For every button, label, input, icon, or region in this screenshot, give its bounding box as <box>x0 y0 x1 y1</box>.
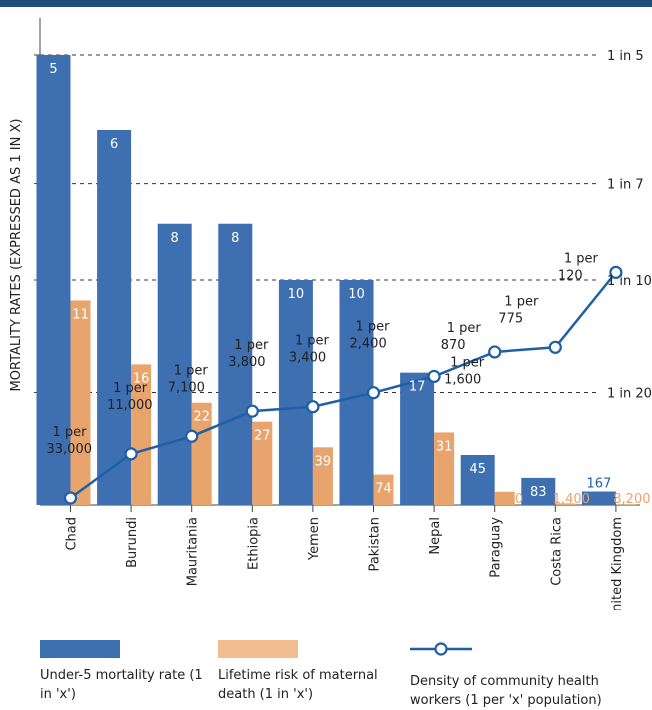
line-label-line1: 1 per <box>113 381 148 396</box>
line-label-line1: 1 per <box>447 321 482 336</box>
line-label-line2: 775 <box>498 311 523 326</box>
line-label-line1: 1 per <box>295 334 330 349</box>
bar-label-under5: 10 <box>288 287 305 302</box>
bar-label-maternal: 1,400 <box>553 492 590 507</box>
legend-swatch-under5 <box>40 640 120 658</box>
x-tick-label: Burundi <box>125 517 140 568</box>
bar-maternal <box>71 300 91 505</box>
right-axis-tick-label: 1 in 7 <box>607 178 644 193</box>
legend-label-under5: Under-5 mortality rate (1 in 'x') <box>40 666 210 704</box>
bar-label-under5: 17 <box>409 380 426 395</box>
line-label-line2: 3,400 <box>289 351 326 366</box>
bar-label-under5: 6 <box>110 137 118 152</box>
bar-under5 <box>279 280 313 505</box>
x-tick-label: Paraguay <box>489 517 504 578</box>
bar-label-maternal: 22 <box>193 410 210 425</box>
line-label-line1: 1 per <box>356 320 391 335</box>
legend-maternal: Lifetime risk of maternal death (1 in 'x… <box>218 640 388 704</box>
bar-label-maternal: 31 <box>436 439 453 454</box>
bar-label-under5: 8 <box>171 231 179 246</box>
bar-under5 <box>97 130 131 505</box>
y-axis-label: MORTALITY RATES (EXPRESSED AS 1 IN X) <box>9 119 24 392</box>
line-label-line2: 1,600 <box>444 372 481 387</box>
right-axis-tick-label: 1 in 5 <box>607 49 644 64</box>
line-label-line2: 870 <box>441 338 466 353</box>
x-tick-label: Pakistan <box>368 517 383 571</box>
bar-label-maternal: 170 <box>498 492 523 507</box>
point-chw <box>186 431 197 442</box>
line-label-line2: 7,100 <box>168 380 205 395</box>
x-tick-label: Chad <box>65 517 80 551</box>
point-chw <box>489 346 500 357</box>
legend-label-chw: Density of community health workers (1 p… <box>410 672 650 710</box>
point-chw <box>307 401 318 412</box>
x-tick-label: Ethiopia <box>246 517 261 570</box>
x-tick-label: Nepal <box>428 517 443 555</box>
legend-swatch-maternal <box>218 640 298 658</box>
x-tick-label: Yemen <box>307 517 322 561</box>
bar-label-maternal: 11 <box>72 307 89 322</box>
bar-label-under5: 83 <box>530 485 547 500</box>
line-label-chw: 1 per 870 <box>441 321 482 353</box>
point-chw <box>126 448 137 459</box>
legend-label-maternal: Lifetime risk of maternal death (1 in 'x… <box>218 666 388 704</box>
line-label-line2: 11,000 <box>107 398 153 413</box>
line-label-line2: 120 <box>558 268 583 283</box>
line-label-line1: 1 per <box>564 251 599 266</box>
bar-label-under5: 45 <box>469 462 486 477</box>
mortality-chart: MORTALITY RATES (EXPRESSED AS 1 IN X) 1 … <box>0 0 652 610</box>
point-chw <box>368 387 379 398</box>
line-label-line1: 1 per <box>450 355 485 370</box>
line-label-chw: 1 per 775 <box>498 294 539 326</box>
point-chw <box>247 406 258 417</box>
bar-label-maternal: 8,200 <box>613 492 650 507</box>
point-chw <box>429 371 440 382</box>
bar-label-maternal: 27 <box>254 429 271 444</box>
bar-label-under5: 8 <box>231 231 239 246</box>
line-label-line1: 1 per <box>53 425 88 440</box>
legend-swatch-chw <box>410 640 472 658</box>
bar-label-under5: 167 <box>586 477 611 492</box>
bar-label-maternal: 74 <box>375 482 392 497</box>
right-axis-tick-label: 1 in 20 <box>607 387 652 402</box>
line-label-line1: 1 per <box>234 338 269 353</box>
bar-label-under5: 5 <box>49 62 57 77</box>
x-tick-label: United Kingdom <box>610 517 625 610</box>
x-tick-label: Mauritania <box>186 517 201 586</box>
line-label-line1: 1 per <box>504 294 539 309</box>
legend-under5: Under-5 mortality rate (1 in 'x') <box>40 640 210 704</box>
point-chw <box>550 342 561 353</box>
line-label-line2: 3,800 <box>228 355 265 370</box>
x-tick-label: Costa Rica <box>549 517 564 586</box>
line-label-chw: 1 per 1,600 <box>444 355 485 387</box>
right-axis-tick-label: 1 in 10 <box>607 274 652 289</box>
bar-label-under5: 10 <box>348 287 365 302</box>
line-label-line2: 33,000 <box>47 442 93 457</box>
line-label-line1: 1 per <box>174 363 209 378</box>
line-label-line2: 2,400 <box>350 337 387 352</box>
point-chw <box>65 493 76 504</box>
line-label-chw: 1 per 120 <box>558 251 599 283</box>
bar-label-maternal: 39 <box>315 454 332 469</box>
